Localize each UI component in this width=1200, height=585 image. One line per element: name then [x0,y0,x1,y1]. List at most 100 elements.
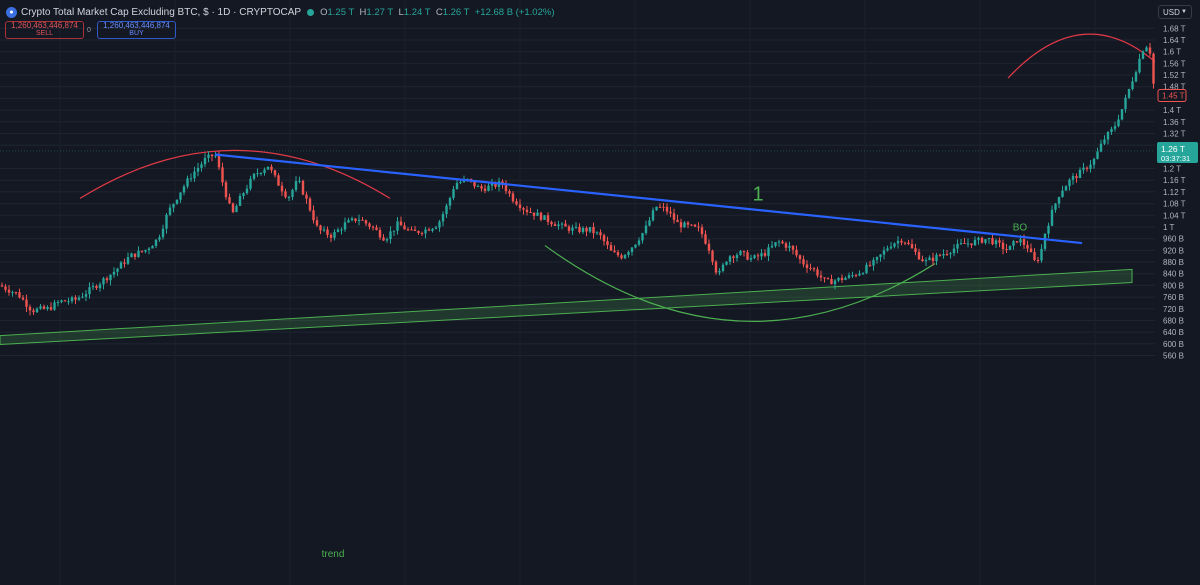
candle-body [903,242,907,244]
candle-body [7,289,11,293]
candle-body [725,261,728,265]
candle-body [858,273,861,276]
candle-body [966,243,970,245]
trend-channel-band [0,268,1133,345]
candle-body [186,178,189,187]
candle-body [203,157,207,165]
candle-body [980,237,984,243]
candle-body [620,255,623,259]
candle-body [1117,119,1120,127]
candle-body [525,209,529,213]
symbol-title[interactable]: Crypto Total Market Cap Excluding BTC, $… [21,6,302,18]
candle-body [1054,203,1057,210]
candle-body [669,211,672,214]
candle-body [312,210,315,221]
buy-label: BUY [129,30,144,37]
candle-body [879,254,882,258]
candle-body [56,302,60,304]
y-tick-label: 840 B [1163,270,1184,279]
candle-body [392,230,396,232]
candle-body [273,170,277,176]
candle-body [207,154,210,158]
candle-body [1078,169,1082,179]
candle-body [452,189,455,198]
y-tick-label: 800 B [1163,281,1184,290]
y-tick-label: 1.16 T [1163,176,1186,185]
candle-body [249,178,252,189]
candle-body [763,253,767,256]
candle-body [245,188,249,194]
candle-body [700,227,704,235]
candle-body [1085,167,1089,169]
candle-body [14,292,18,294]
candle-body [630,247,634,253]
candle-body [837,277,840,281]
candle-body [760,253,763,257]
candle-body [1019,239,1022,243]
candle-body [217,155,221,168]
candle-body [1022,239,1026,245]
candle-body [473,180,476,187]
candle-body [287,197,291,199]
resistance-trendline[interactable] [214,153,1083,245]
candle-body [308,198,312,211]
candle-body [490,183,494,186]
candle-body [364,220,368,224]
candle-body [130,253,133,258]
candle-body [91,286,95,288]
candle-body [578,226,581,232]
currency-select[interactable]: USD ▼ [1158,5,1192,19]
candle-body [179,192,182,200]
candle-body [959,243,963,245]
candle-body [84,294,88,297]
y-tick-label: 1.36 T [1163,118,1186,127]
candle-body [767,247,770,256]
candle-body [655,206,658,211]
candle-body [704,234,707,244]
price-axis[interactable]: 1.68 T1.64 T1.6 T1.56 T1.52 T1.48 T1.44 … [1155,0,1200,585]
candle-body [193,171,196,179]
candle-body [277,175,280,186]
candle-body [651,210,655,221]
candle-body [189,178,193,180]
candle-body [448,197,452,206]
candle-body [1008,245,1012,250]
candle-body [868,264,872,266]
resistance-arc [1007,33,1173,79]
buy-button[interactable]: 1,260,463,446,874 BUY [97,21,176,39]
candle-body [1138,58,1141,73]
candle-body [147,248,151,250]
candle-body [672,213,676,220]
candle-body [63,300,67,302]
chart-grid [0,27,1155,357]
candle-body [434,227,438,229]
candle-body [802,259,805,265]
candle-body [543,215,546,220]
candle-body [32,310,35,313]
sell-label: SELL [35,30,54,37]
candle-body [798,255,802,260]
candle-body [553,224,557,227]
candle-body [826,278,830,280]
candle-body [1113,126,1117,129]
candle-body [536,212,539,216]
candle-body [200,164,203,168]
sell-button[interactable]: 1,260,463,446,874 SELL [5,21,84,39]
candle-body [875,257,879,260]
candle-body [424,229,427,234]
candle-body [126,257,130,264]
candle-body [1057,197,1061,204]
candle-body [165,214,168,229]
candle-body [697,226,700,228]
candle-body [746,252,749,260]
price-label-red: 1.45 T [1162,91,1185,100]
candle-body [144,249,147,252]
candle-body [1134,72,1138,82]
candle-body [1064,186,1068,191]
candle-body [396,221,399,231]
candle-body [917,251,921,260]
candle-body [921,259,924,262]
candle-body [336,229,340,232]
candle-body [116,268,119,272]
